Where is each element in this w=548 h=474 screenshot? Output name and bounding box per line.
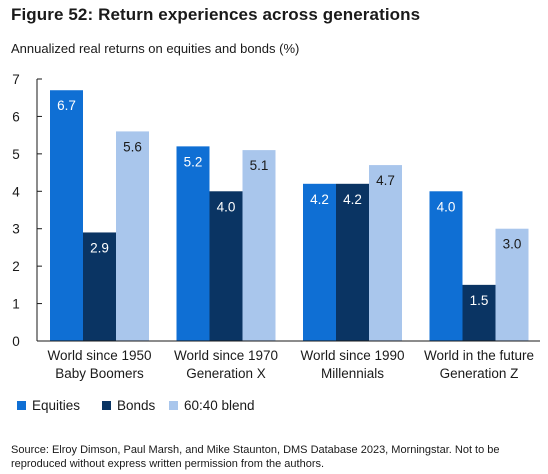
bar-60-40-blend [242, 150, 276, 341]
y-tick-label: 1 [12, 297, 20, 312]
bar-value-label: 5.6 [123, 139, 142, 154]
bar-value-label: 5.1 [250, 158, 269, 173]
y-axis-label: Annualized real returns on equities and … [11, 41, 299, 56]
legend-swatch [169, 401, 178, 410]
bar-bonds [336, 183, 369, 341]
bar-value-label: 2.9 [90, 240, 109, 255]
y-tick-label: 4 [12, 184, 20, 199]
legend-label: 60:40 blend [184, 398, 255, 413]
legend-label: Equities [32, 398, 80, 413]
bar-value-label: 6.7 [57, 98, 76, 113]
x-category-label: World since 1950 [47, 348, 151, 363]
bar-equities [429, 191, 463, 341]
bar-equities [176, 146, 210, 341]
legend-swatch [17, 401, 26, 410]
bar-bonds [83, 232, 116, 341]
y-tick-label: 2 [12, 259, 20, 274]
x-category-label: World since 1990 [300, 348, 404, 363]
bar-60-40-blend [116, 131, 149, 341]
y-tick-label: 5 [12, 147, 20, 162]
x-category-label: Baby Boomers [55, 366, 144, 381]
bar-60-40-blend [369, 165, 402, 341]
bar-equities [303, 183, 336, 341]
y-axis: 0 1 2 3 4 5 6 7 [12, 72, 42, 349]
y-tick-label: 3 [12, 222, 20, 237]
legend-label: Bonds [117, 398, 156, 413]
x-axis: World since 1950 Baby Boomers World since … [37, 340, 540, 381]
bar-value-label: 1.5 [470, 293, 489, 308]
bar-60-40-blend [495, 228, 529, 341]
bar-bonds [209, 191, 243, 341]
bar-value-label: 4.7 [376, 173, 395, 188]
x-category-label: Generation Z [440, 366, 519, 381]
legend-swatch [102, 401, 111, 410]
bar-value-label: 4.0 [217, 199, 236, 214]
x-category-label: Generation X [186, 366, 266, 381]
x-category-label: Millennials [321, 366, 384, 381]
bar-value-label: 4.2 [343, 192, 362, 207]
bar-value-label: 3.0 [503, 237, 522, 252]
y-tick-label: 7 [12, 72, 20, 87]
y-tick-label: 0 [12, 334, 20, 349]
x-category-label: World since 1970 [174, 348, 278, 363]
bar-chart: Annualized real returns on equities and … [11, 41, 540, 413]
bar-equities [50, 90, 83, 341]
source-note: Source: Elroy Dimson, Paul Marsh, and Mi… [11, 444, 500, 470]
y-tick-label: 6 [12, 109, 20, 124]
bar-value-label: 5.2 [184, 154, 203, 169]
bar-bonds [462, 284, 496, 341]
bar-value-label: 4.2 [310, 192, 329, 207]
x-category-label: World in the future [424, 348, 534, 363]
legend: Equities Bonds 60:40 blend [17, 398, 255, 413]
figure-title: Figure 52: Return experiences across gen… [11, 5, 421, 24]
bar-series: 6.7 5.2 4.2 4.0 2.9 4.0 4.2 1.5 5.6 5.1 4.7 3.0 [50, 90, 529, 341]
bar-value-label: 4.0 [437, 199, 456, 214]
